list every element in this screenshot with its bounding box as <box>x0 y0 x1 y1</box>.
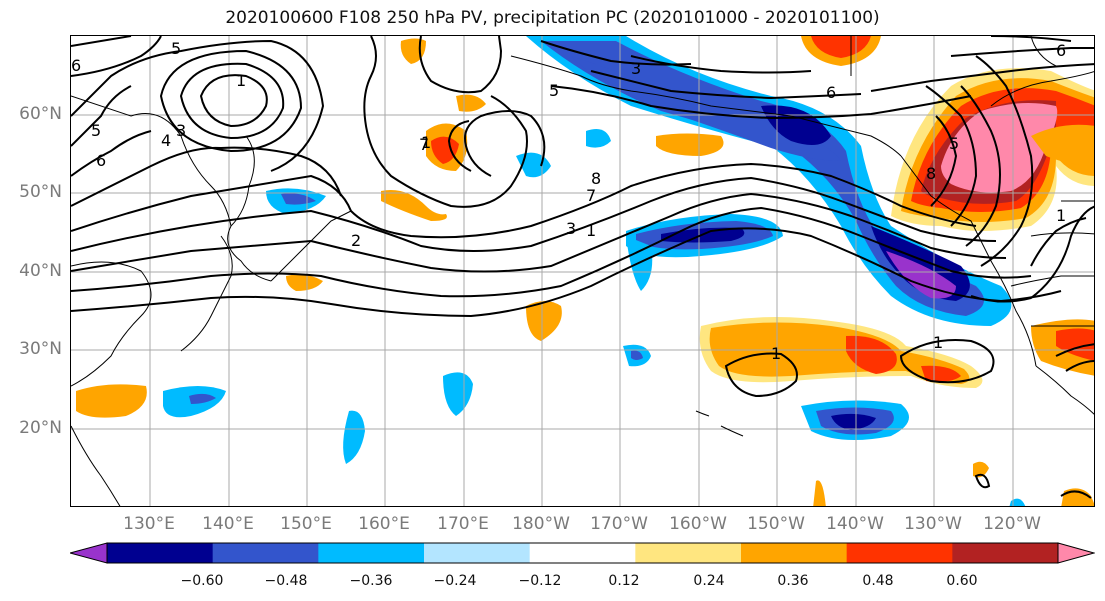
colorbar-tick: −0.36 <box>349 573 393 589</box>
contour-label: 6 <box>71 56 81 75</box>
colorbar-segment <box>741 543 848 563</box>
colorbar-tick: −0.12 <box>518 573 562 589</box>
lon-label-130w: 130°W <box>904 514 962 534</box>
lon-label-130e: 130°E <box>123 514 175 534</box>
colorbar-tick: 0.36 <box>777 573 809 589</box>
contour-label: 1 <box>236 71 246 90</box>
colorbar-segment <box>212 543 319 563</box>
contour-label: 1 <box>771 344 781 363</box>
pv-contours <box>71 36 1094 499</box>
lat-label-60n: 60°N <box>19 104 62 124</box>
contour-label: 6 <box>1056 41 1066 60</box>
colorbar-tick: 0.48 <box>862 573 894 589</box>
map-title: 2020100600 F108 250 hPa PV, precipitatio… <box>225 8 880 28</box>
colorbar-tick: −0.24 <box>433 573 477 589</box>
lon-label-150w: 150°W <box>747 514 805 534</box>
lon-label-140e: 140°E <box>202 514 254 534</box>
lat-label-20n: 20°N <box>19 418 62 438</box>
colorbar-tick: 0.60 <box>946 573 978 589</box>
contour-label: 7 <box>419 135 429 154</box>
colorbar-extend-max <box>1057 542 1095 564</box>
contour-label: 8 <box>591 169 601 188</box>
contour-labels: 1 1 1 1 1 1 2 3 3 3 4 5 5 5 5 6 6 6 6 7 … <box>71 39 1066 363</box>
colorbar-segment <box>318 543 425 563</box>
colorbar-outline <box>106 542 1059 564</box>
contour-label: 3 <box>566 219 576 238</box>
colorbar-extend-min <box>70 542 108 564</box>
contour-label: 7 <box>586 186 596 205</box>
colorbar-segment <box>107 543 214 563</box>
colorbar-segment <box>952 543 1059 563</box>
colorbar-segment <box>424 543 531 563</box>
lon-label-150e: 150°E <box>280 514 332 534</box>
coastlines <box>71 36 1094 506</box>
contour-label: 5 <box>171 39 181 58</box>
map-canvas: 1 1 1 1 1 1 2 3 3 3 4 5 5 5 5 6 6 6 6 7 … <box>71 36 1094 506</box>
lon-label-140w: 140°W <box>826 514 884 534</box>
lat-label-50n: 50°N <box>19 182 62 202</box>
negative-precip-shading <box>163 36 1026 506</box>
contour-label: 2 <box>351 231 361 250</box>
lat-label-40n: 40°N <box>19 261 62 281</box>
contour-label: 4 <box>161 131 171 150</box>
lon-label-160e: 160°E <box>358 514 410 534</box>
contour-label: 1 <box>933 333 943 352</box>
contour-label: 1 <box>421 133 431 152</box>
contour-label: 8 <box>926 164 936 183</box>
contour-label: 3 <box>631 59 641 78</box>
contour-label: 5 <box>91 121 101 140</box>
colorbar-tick: −0.48 <box>264 573 308 589</box>
contour-label: 3 <box>176 121 186 140</box>
colorbar-segment <box>846 543 953 563</box>
colorbar-tick: 0.24 <box>693 573 725 589</box>
contour-label: 6 <box>96 151 106 170</box>
colorbar-tick: 0.12 <box>608 573 640 589</box>
lon-label-170w: 170°W <box>590 514 648 534</box>
lon-label-180w: 180°W <box>512 514 570 534</box>
contour-label: 1 <box>586 221 596 240</box>
colorbar-tick: −0.60 <box>180 573 224 589</box>
lon-label-170e: 170°E <box>437 514 489 534</box>
lon-label-160w: 160°W <box>669 514 727 534</box>
contour-label: 5 <box>549 81 559 100</box>
lat-label-30n: 30°N <box>19 339 62 359</box>
colorbar-segment <box>635 543 742 563</box>
colorbar <box>70 542 1095 564</box>
map-panel: 1 1 1 1 1 1 2 3 3 3 4 5 5 5 5 6 6 6 6 7 … <box>70 35 1095 507</box>
lon-label-120w: 120°W <box>983 514 1041 534</box>
contour-label: 6 <box>826 83 836 102</box>
contour-label: 1 <box>1056 206 1066 225</box>
colorbar-segment <box>529 543 636 563</box>
contour-label: 5 <box>949 134 959 153</box>
